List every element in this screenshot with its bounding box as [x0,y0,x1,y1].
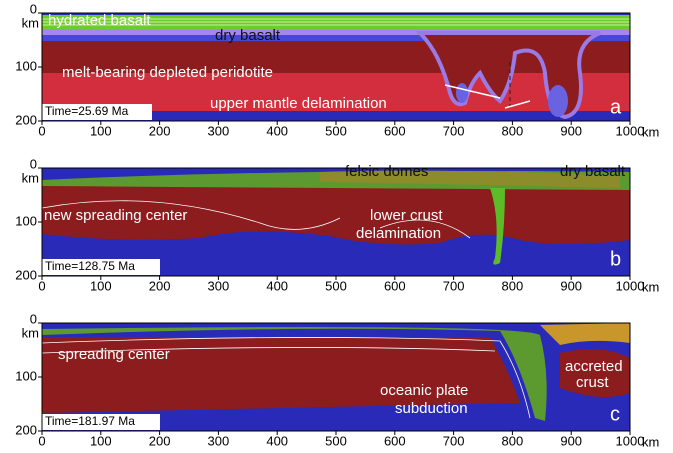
y-tick-label: 100 [15,58,37,73]
label: crust [576,374,609,391]
y-unit: km [22,15,39,30]
x-tick-label: 200 [149,433,171,448]
label: delamination [356,225,441,242]
panel-letter: c [610,403,620,425]
x-tick-label: 100 [90,278,112,293]
label: oceanic plate [380,382,468,399]
y-unit: km [22,325,39,340]
x-tick-label: 500 [325,123,347,138]
x-tick-label: 700 [443,433,465,448]
panel-b: felsic domes dry basalt new spreading ce… [15,156,659,294]
label: hydrated basalt [48,12,151,29]
x-tick-label: 400 [266,123,288,138]
x-tick-label: 400 [266,433,288,448]
x-tick-label: 1000 [616,123,645,138]
label: felsic domes [345,163,428,180]
x-tick-label: 1000 [616,433,645,448]
x-tick-label: 300 [208,433,230,448]
x-tick-label: 100 [90,433,112,448]
drip [456,83,468,103]
page: hydrated basalt dry basalt melt-bearing … [0,0,673,453]
panel-a: hydrated basalt dry basalt melt-bearing … [15,1,659,139]
label: dry basalt [215,27,281,44]
x-tick-label: 600 [384,123,406,138]
x-tick-label: 300 [208,123,230,138]
x-tick-label: 600 [384,278,406,293]
time: Time=128.75 Ma [45,259,135,273]
x-tick-label: 200 [149,123,171,138]
label: spreading center [58,346,170,363]
label: new spreading center [44,207,187,224]
x-tick-label: 1000 [616,278,645,293]
panel-letter: b [610,248,621,270]
time: Time=181.97 Ma [45,414,135,428]
y-tick-label: 0 [30,156,37,171]
panel-letter: a [610,96,622,118]
label: accreted [565,358,623,375]
x-tick-label: 700 [443,278,465,293]
y-tick-label: 200 [15,422,37,437]
x-tick-label: 300 [208,278,230,293]
x-tick-label: 900 [560,433,582,448]
x-tick-label: 700 [443,123,465,138]
x-tick-label: 0 [38,278,45,293]
x-tick-label: 800 [502,278,524,293]
x-unit: km [642,434,659,449]
time: Time=25.69 Ma [45,104,129,118]
x-unit: km [642,124,659,139]
x-tick-label: 200 [149,278,171,293]
x-tick-label: 100 [90,123,112,138]
x-tick-label: 800 [502,123,524,138]
label: upper mantle delamination [210,95,387,112]
x-tick-label: 600 [384,433,406,448]
y-unit: km [22,170,39,185]
y-tick-label: 0 [30,311,37,326]
x-tick-label: 500 [325,433,347,448]
x-tick-label: 800 [502,433,524,448]
panel-c: spreading center accreted crust oceanic … [15,311,659,449]
drip [548,85,568,117]
x-tick-label: 400 [266,278,288,293]
label: dry basalt [560,163,626,180]
figure: hydrated basalt dry basalt melt-bearing … [0,0,673,453]
label: lower crust [370,207,443,224]
y-tick-label: 100 [15,213,37,228]
x-tick-label: 500 [325,278,347,293]
x-tick-label: 900 [560,123,582,138]
x-tick-label: 0 [38,433,45,448]
y-tick-label: 0 [30,1,37,16]
label: melt-bearing depleted peridotite [62,64,273,81]
x-tick-label: 900 [560,278,582,293]
label: subduction [395,400,468,417]
y-tick-label: 100 [15,368,37,383]
y-tick-label: 200 [15,267,37,282]
x-unit: km [642,279,659,294]
x-tick-label: 0 [38,123,45,138]
y-tick-label: 200 [15,112,37,127]
